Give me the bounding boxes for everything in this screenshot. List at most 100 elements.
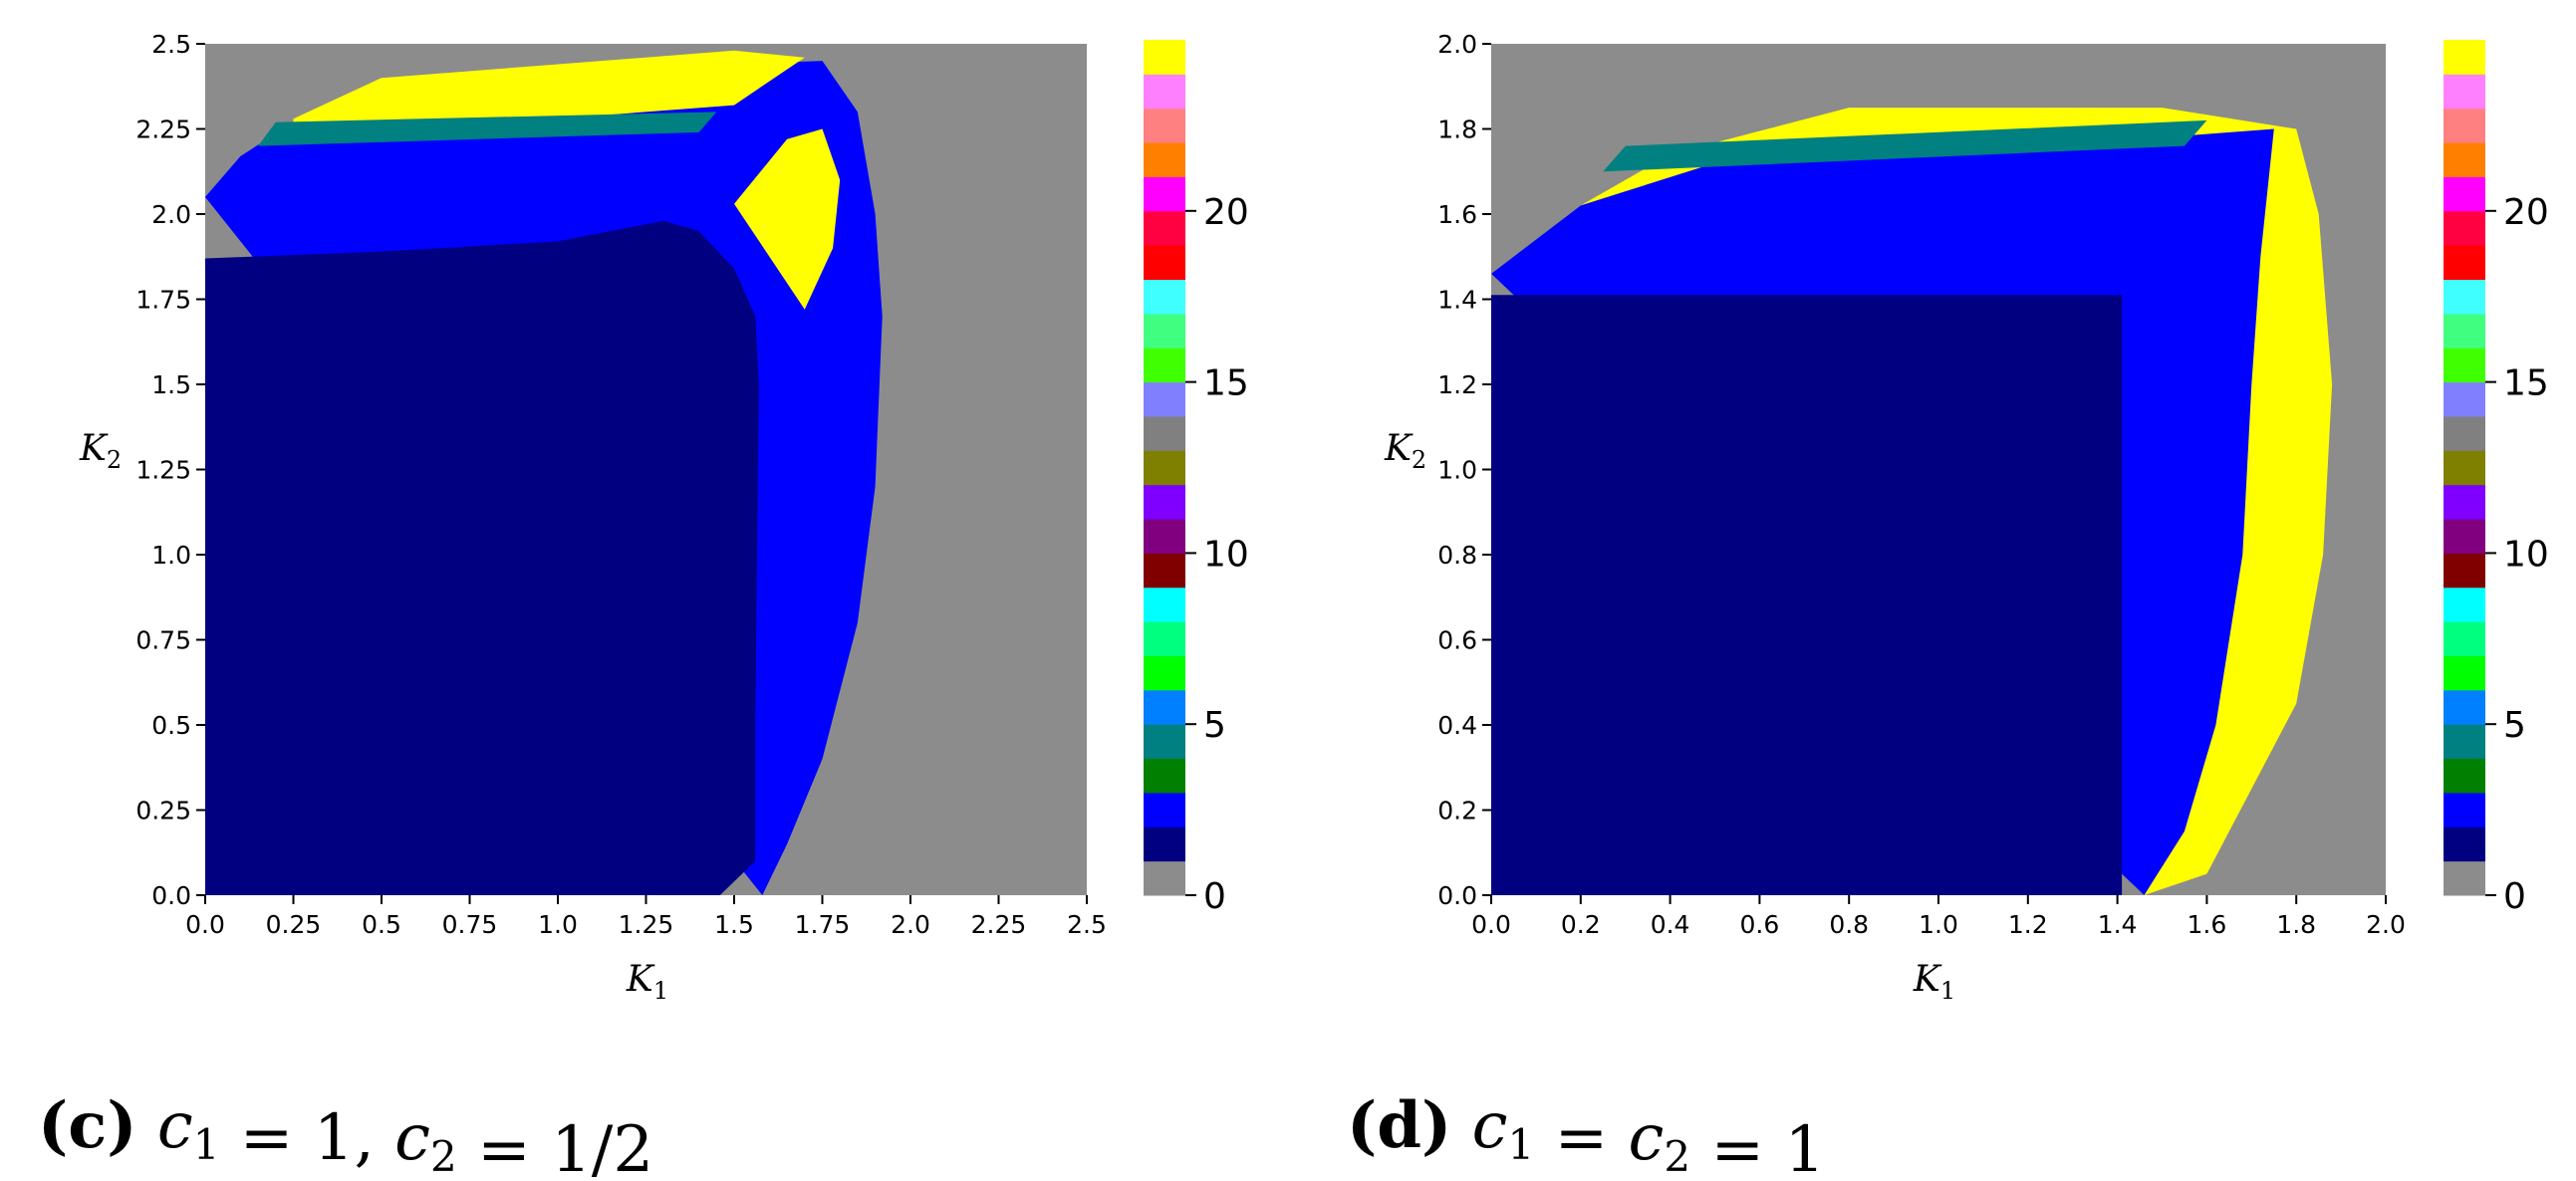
- y-tick-label: 1.0: [151, 541, 191, 570]
- heatmap-region-4: [1603, 119, 2207, 172]
- colorbar-segment: [2444, 74, 2485, 110]
- colorbar-segment: [1144, 484, 1185, 520]
- y-axis-label-c: K2: [79, 428, 122, 474]
- x-tick-label: 0.2: [1561, 910, 1601, 939]
- caption-text: c1 = c2 = 1: [1472, 1089, 1826, 1181]
- colorbar-segment: [1144, 279, 1185, 315]
- x-tick-label: 0.6: [1740, 910, 1780, 939]
- x-tick-label: 0.25: [266, 910, 322, 939]
- x-tick-label: 1.6: [2188, 910, 2227, 939]
- colorbar-segment: [1144, 450, 1185, 486]
- colorbar-c: 0 5 10 15 20: [1144, 40, 1249, 917]
- x-tick-label: 1.0: [538, 910, 578, 939]
- colorbar-tick-label: 0: [2503, 876, 2526, 917]
- colorbar-segment: [1144, 792, 1185, 827]
- y-tick-label: 1.6: [1437, 200, 1477, 229]
- caption-c: (c) c1 = 1, c2 = 1/2: [38, 1088, 653, 1181]
- x-tick-label: 0.8: [1829, 910, 1869, 939]
- colorbar-segment: [1144, 210, 1185, 246]
- heatmap-region-24: [734, 128, 841, 310]
- colorbar-segment: [1144, 348, 1185, 383]
- colorbar-segment: [2444, 176, 2485, 212]
- colorbar-segment: [1144, 74, 1185, 110]
- colorbar-tick-label: 5: [2503, 705, 2526, 746]
- x-tick-label: 1.2: [2008, 910, 2048, 939]
- panel-d: 0.0 0.2 0.4 0.6 0.8 1.0 1.2 1.4 1.6 1.8 2.0 0.0 0.2…: [1347, 30, 2549, 1181]
- y-tick-label: 2.0: [1437, 30, 1477, 59]
- y-tick-label: 0.75: [135, 626, 191, 655]
- heatmap-region-1: [205, 220, 759, 895]
- colorbar-segment: [2444, 279, 2485, 315]
- colorbar-segment: [2444, 348, 2485, 383]
- x-tick-label: 2.5: [1067, 910, 1107, 939]
- colorbar-tick-label: 20: [2503, 192, 2549, 233]
- colorbar-segment: [2444, 40, 2485, 75]
- x-tick-label: 0.0: [185, 910, 225, 939]
- colorbar-tick-label: 10: [2503, 534, 2549, 575]
- y-tick-label: 1.75: [135, 286, 191, 315]
- colorbar-segment: [1144, 381, 1185, 417]
- x-tick-label: 1.0: [1919, 910, 1958, 939]
- y-tick-label: 0.0: [1437, 881, 1477, 910]
- colorbar-d: 0 5 10 15 20: [2444, 40, 2549, 917]
- colorbar-segment: [1144, 860, 1185, 896]
- colorbar-segment: [2444, 655, 2485, 691]
- y-axis-label-d: K2: [1384, 428, 1426, 474]
- x-tick-label: 0.75: [442, 910, 498, 939]
- y-tick-label: 2.0: [151, 200, 191, 229]
- x-tick-label: 0.5: [362, 910, 401, 939]
- y-axis-c: 0.0 0.25 0.5 0.75 1.0 1.25 1.5 1.75 2.0 2.25 2.5: [135, 30, 205, 910]
- colorbar-segment: [2444, 621, 2485, 656]
- x-tick-label: 0.0: [1471, 910, 1511, 939]
- y-tick-label: 0.8: [1437, 541, 1477, 570]
- colorbar-segment: [1144, 827, 1185, 862]
- colorbar-segment: [1144, 108, 1185, 143]
- colorbar-segment: [1144, 176, 1185, 212]
- y-tick-label: 1.2: [1437, 370, 1477, 399]
- heatmap-region-24: [293, 50, 805, 129]
- y-tick-label: 0.0: [151, 881, 191, 910]
- colorbar-segment: [2444, 381, 2485, 417]
- colorbar-segment: [1144, 553, 1185, 589]
- panel-c: 0.0 0.25 0.5 0.75 1.0 1.25 1.5 1.75 2.0 2.25 2.5 0…: [38, 30, 1249, 1181]
- caption-text: c1 = 1, c2 = 1/2: [157, 1089, 653, 1181]
- x-tick-label: 1.5: [714, 910, 754, 939]
- heatmap-plot-c: [205, 44, 1087, 895]
- y-tick-label: 0.4: [1437, 711, 1477, 740]
- colorbar-tick-label: 5: [1203, 705, 1226, 746]
- x-tick-label: 1.75: [795, 910, 851, 939]
- y-tick-label: 2.25: [135, 116, 191, 144]
- y-tick-label: 1.25: [135, 456, 191, 485]
- colorbar-segment: [1144, 655, 1185, 691]
- colorbar-segment: [1144, 415, 1185, 451]
- colorbar-segment: [1144, 245, 1185, 281]
- heatmap-region-1: [1491, 295, 2123, 895]
- heatmap-plot-d: [1491, 44, 2386, 895]
- colorbar-segment: [1144, 313, 1185, 349]
- colorbar-segment: [2444, 245, 2485, 281]
- x-tick-label: 1.8: [2276, 910, 2316, 939]
- colorbar-segment: [2444, 827, 2485, 862]
- colorbar-segment: [2444, 758, 2485, 794]
- colorbar-segment: [2444, 484, 2485, 520]
- y-tick-label: 0.6: [1437, 626, 1477, 655]
- colorbar-segment: [1144, 689, 1185, 725]
- colorbar-segment: [2444, 313, 2485, 349]
- colorbar-segment: [2444, 860, 2485, 896]
- colorbar-tick-label: 15: [1203, 363, 1249, 404]
- colorbar-segment: [2444, 450, 2485, 486]
- x-axis-c: 0.0 0.25 0.5 0.75 1.0 1.25 1.5 1.75 2.0 2.25 2.5: [185, 895, 1107, 939]
- x-axis-label-c: K1: [626, 959, 668, 1005]
- colorbar-tick-label: 15: [2503, 363, 2549, 404]
- x-tick-label: 2.0: [891, 910, 930, 939]
- colorbar-segment: [1144, 519, 1185, 554]
- colorbar-segment: [2444, 553, 2485, 589]
- colorbar-segment: [2444, 519, 2485, 554]
- y-tick-label: 0.25: [135, 797, 191, 826]
- y-tick-label: 1.0: [1437, 456, 1477, 485]
- colorbar-tick-label: 20: [1203, 192, 1249, 233]
- x-tick-label: 2.25: [971, 910, 1027, 939]
- x-axis-d: 0.0 0.2 0.4 0.6 0.8 1.0 1.2 1.4 1.6 1.8 2.0: [1471, 895, 2406, 939]
- colorbar-segment: [2444, 587, 2485, 622]
